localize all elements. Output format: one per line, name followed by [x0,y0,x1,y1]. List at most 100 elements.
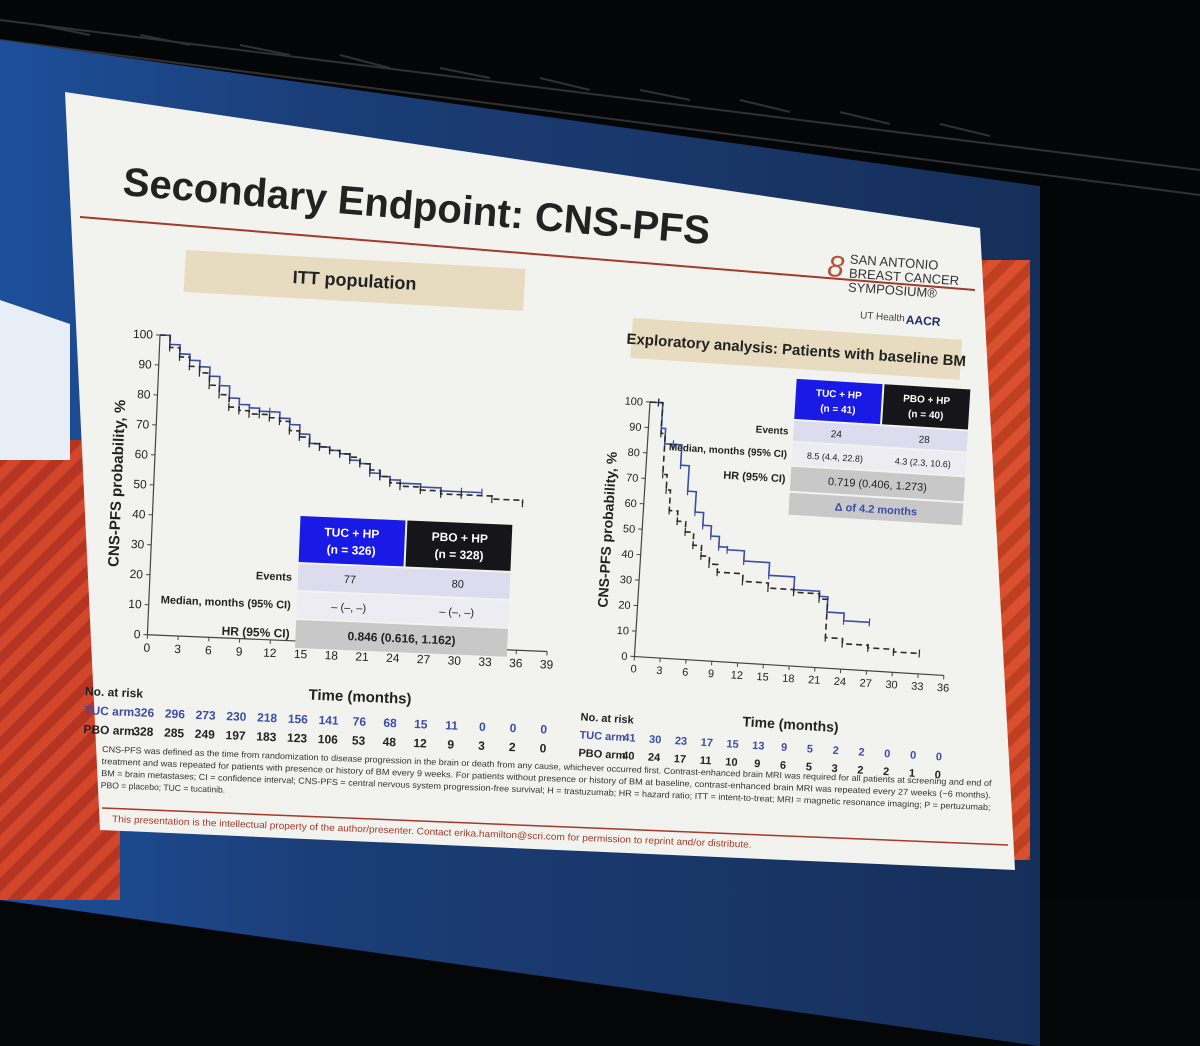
risk-value-tuc: 273 [195,708,216,723]
y-tick-label: 50 [133,477,147,492]
risk-value-tuc: 5 [806,743,813,755]
y-tick-label: 90 [138,357,152,372]
risk-value-tuc: 2 [858,746,865,758]
x-tick-label: 0 [630,663,637,675]
right-row-events-label: Events [755,425,789,438]
risk-value-pbo: 12 [413,736,427,751]
left-risk-label-tuc: TUC arm [84,703,135,719]
risk-value-tuc: 0 [540,722,548,736]
risk-value-tuc: 0 [479,720,487,734]
risk-value-tuc: 141 [318,713,339,728]
y-tick-label: 70 [626,472,639,485]
left-risk-label-pbo: PBO arm [83,722,135,738]
x-tick-label: 27 [859,677,872,690]
right-col2-header-2: (n = 40) [908,409,944,422]
risk-value-tuc: 17 [700,737,713,750]
right-col1-header-bg [794,379,882,424]
x-tick-label: 21 [808,674,821,687]
y-tick-label: 80 [137,387,151,402]
risk-value-pbo: 285 [164,726,185,741]
risk-value-pbo: 53 [352,733,366,748]
risk-value-tuc: 296 [165,707,186,722]
right-events-pbo: 28 [918,434,930,446]
left-row-events-label: Events [256,570,293,584]
y-tick-label: 90 [629,421,642,434]
risk-value-tuc: 0 [910,750,917,762]
risk-value-pbo: 9 [447,737,455,751]
risk-value-pbo: 48 [382,735,396,750]
logo-sub-2: AACR [905,313,941,329]
left-median-pbo: – (–, –) [439,606,474,619]
y-tick-label: 10 [128,597,142,612]
y-tick-label: 100 [133,327,154,342]
risk-value-tuc: 15 [414,717,428,732]
x-tick-label: 24 [833,676,846,689]
y-tick-label: 50 [623,523,636,536]
risk-value-tuc: 23 [675,735,688,748]
risk-value-pbo: 183 [256,729,277,744]
y-tick-label: 100 [624,395,643,408]
x-tick-label: 12 [263,646,277,661]
risk-value-tuc: 156 [288,712,309,727]
left-col2-header-2: (n = 328) [434,547,484,563]
y-tick-label: 0 [621,651,628,663]
risk-value-pbo: 40 [622,750,635,763]
x-tick-label: 0 [143,641,151,655]
x-tick-label: 15 [294,647,308,662]
left-events-pbo: 80 [451,578,464,591]
risk-value-pbo: 2 [509,740,517,754]
risk-value-tuc: 68 [383,716,397,731]
left-col1-header-bg [299,516,406,566]
left-col1-header-1: TUC + HP [324,525,380,541]
risk-value-tuc: 30 [649,734,662,747]
x-tick-label: 3 [174,642,182,656]
risk-value-pbo: 0 [539,741,547,755]
x-tick-label: 9 [235,644,243,658]
left-col1-header-2: (n = 326) [326,542,376,558]
risk-value-tuc: 15 [726,738,739,751]
risk-value-pbo: 11 [700,755,712,768]
y-tick-label: 60 [624,498,637,511]
left-col2-header-bg [406,521,513,571]
x-tick-label: 30 [447,653,461,668]
x-tick-label: 39 [540,657,554,672]
x-tick-label: 36 [509,656,523,671]
y-tick-label: 30 [619,574,632,587]
x-tick-label: 18 [324,648,338,663]
y-tick-label: 0 [133,627,141,641]
x-tick-label: 27 [417,652,431,667]
slide: Secondary Endpoint: CNS-PFS 8 SAN ANTONI… [0,0,1200,900]
left-row-hr-label: HR (95% CI) [221,624,290,641]
x-tick-label: 33 [911,680,924,693]
svg-text:8: 8 [826,250,845,284]
y-tick-label: 80 [627,447,640,460]
y-tick-label: 40 [621,549,634,562]
x-tick-label: 9 [708,668,715,680]
y-tick-label: 30 [131,537,145,552]
risk-value-pbo: 249 [195,727,216,742]
risk-value-pbo: 24 [648,752,662,765]
x-tick-label: 12 [730,669,743,682]
risk-value-tuc: 9 [781,742,788,754]
risk-value-pbo: 17 [673,753,686,766]
y-tick-label: 10 [616,625,629,638]
risk-value-tuc: 2 [832,745,839,757]
x-tick-label: 6 [682,666,689,678]
risk-value-pbo: 197 [225,728,246,743]
x-tick-label: 6 [205,643,213,657]
risk-value-pbo: 328 [133,724,154,739]
risk-value-tuc: 13 [752,740,765,753]
risk-value-tuc: 0 [935,751,942,763]
right-col2-header-bg [882,384,970,429]
x-tick-label: 3 [656,665,663,677]
risk-value-tuc: 326 [134,705,155,720]
left-col2-header-1: PBO + HP [431,530,488,546]
risk-value-tuc: 41 [623,732,636,745]
x-tick-label: 18 [782,673,795,686]
left-risk-header: No. at risk [85,684,144,700]
risk-value-tuc: 0 [884,748,891,760]
y-tick-label: 20 [129,567,143,582]
x-tick-label: 15 [756,671,769,684]
x-tick-label: 30 [885,679,898,692]
x-tick-label: 33 [478,655,492,670]
